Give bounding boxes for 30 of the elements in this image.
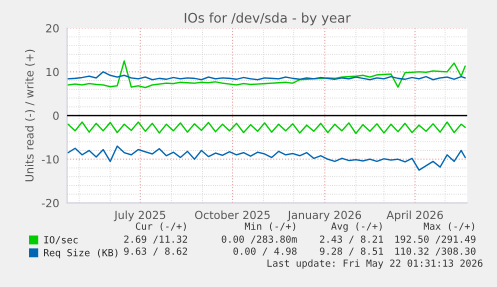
line-series xyxy=(67,145,466,171)
text: 2.69 /11.32 xyxy=(124,235,188,244)
y-tick-label: -20 xyxy=(42,198,59,208)
text: Min (-/+) xyxy=(244,222,296,231)
text: 110.32 /308.30 xyxy=(395,247,476,256)
x-tick-label: April 2026 xyxy=(386,210,443,222)
legend-label: IO/sec xyxy=(44,236,78,244)
line-series xyxy=(67,71,466,80)
text: 9.63 / 8.62 xyxy=(124,247,188,256)
text: 192.50 /291.49 xyxy=(395,235,476,244)
text: Max (-/+) xyxy=(424,222,474,231)
line-series xyxy=(67,60,466,88)
text: Cur (-/+) xyxy=(136,222,186,231)
line-series xyxy=(67,121,466,134)
text: Avg (-/+) xyxy=(331,222,382,232)
x-tick-label: January 2026 xyxy=(287,210,362,222)
y-tick-label: 0 xyxy=(53,111,59,120)
text: Last update: Fri May 22 01:31:13 2026 xyxy=(268,259,482,269)
text: 0.00 / 4.98 xyxy=(233,247,297,256)
y-tick-label: 20 xyxy=(46,24,59,33)
text: 2.43 / 8.21 xyxy=(320,235,384,244)
y-axis-title: Units read (-) / write (+) xyxy=(25,50,35,182)
x-tick-label: October 2025 xyxy=(195,210,270,220)
x-tick-label: July 2025 xyxy=(114,210,166,222)
y-tick-label: 10 xyxy=(46,68,59,76)
text: 0.00 /283.80m xyxy=(222,235,297,244)
text: 9.28 / 8.51 xyxy=(320,247,384,256)
y-tick-label: -10 xyxy=(42,155,59,164)
legend-label: Req Size (KB) xyxy=(44,248,118,258)
chart-title: IOs for /dev/sda - by year xyxy=(184,12,351,26)
